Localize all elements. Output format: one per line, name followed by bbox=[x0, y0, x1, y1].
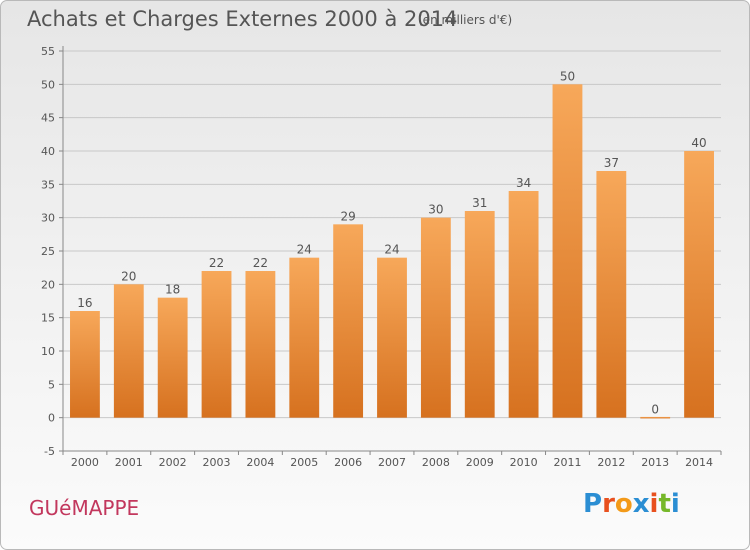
x-tick-label: 2012 bbox=[597, 456, 625, 469]
data-label: 50 bbox=[560, 69, 575, 83]
chart-subtitle: (en milliers d'€) bbox=[418, 13, 513, 27]
x-tick-label: 2014 bbox=[685, 456, 713, 469]
data-label: 16 bbox=[77, 296, 92, 310]
y-tick-label: 40 bbox=[41, 145, 55, 158]
proxiti-logo: Proxiti bbox=[583, 489, 680, 519]
x-tick-label: 2008 bbox=[422, 456, 450, 469]
y-tick-label: 55 bbox=[41, 45, 55, 58]
y-tick-label: 5 bbox=[48, 378, 55, 391]
x-tick-label: 2007 bbox=[378, 456, 406, 469]
bar-2009 bbox=[464, 211, 495, 418]
bar-2004 bbox=[245, 271, 276, 418]
data-label: 24 bbox=[297, 243, 312, 257]
data-labels: 16 20 18 22 22 24 29 24 30 31 34 50 37 0 40 bbox=[77, 69, 706, 416]
data-label: 18 bbox=[165, 283, 180, 297]
logo-letter: t bbox=[658, 489, 671, 519]
x-tick-label: 2000 bbox=[71, 456, 99, 469]
data-label: 30 bbox=[428, 203, 443, 217]
data-label: 34 bbox=[516, 176, 531, 190]
y-tick-label: 45 bbox=[41, 112, 55, 125]
logo-letter: r bbox=[602, 489, 615, 519]
bar-2000 bbox=[70, 311, 100, 418]
axes bbox=[62, 46, 721, 452]
data-label: 29 bbox=[340, 209, 355, 223]
bar-2006 bbox=[333, 224, 364, 418]
x-tick-label: 2004 bbox=[246, 456, 274, 469]
data-label: 37 bbox=[604, 156, 619, 170]
bar-2005 bbox=[289, 257, 320, 418]
bar-2012 bbox=[596, 171, 627, 418]
data-label: 40 bbox=[691, 136, 706, 150]
bar-2008 bbox=[420, 217, 451, 418]
data-label: 0 bbox=[651, 403, 659, 417]
data-label: 20 bbox=[121, 269, 136, 283]
y-tick-label: 35 bbox=[41, 178, 55, 191]
commune-name: GUéMAPPE bbox=[29, 496, 140, 520]
bar-2001 bbox=[113, 284, 144, 418]
y-tick-label: -5 bbox=[44, 445, 55, 458]
bar-2013 bbox=[640, 416, 671, 419]
logo-letter: o bbox=[614, 489, 633, 519]
bar-2003 bbox=[201, 271, 232, 418]
chart-title: Achats et Charges Externes 2000 à 2014 bbox=[27, 7, 458, 31]
bar-2007 bbox=[377, 257, 407, 418]
x-tick-label: 2011 bbox=[553, 456, 581, 469]
data-label: 22 bbox=[253, 256, 268, 270]
logo-letter: P bbox=[583, 489, 603, 519]
logo-letter: i bbox=[649, 489, 659, 519]
x-tick-label: 2013 bbox=[641, 456, 669, 469]
y-tick-label: 20 bbox=[41, 278, 55, 291]
logo-letter: i bbox=[670, 489, 680, 519]
x-tick-label: 2005 bbox=[290, 456, 318, 469]
x-tick-label: 2003 bbox=[203, 456, 231, 469]
x-tick-label: 2010 bbox=[510, 456, 538, 469]
y-tick-label: 25 bbox=[41, 245, 55, 258]
y-tick-label: 0 bbox=[48, 412, 55, 425]
y-tick-label: 15 bbox=[41, 312, 55, 325]
bar-2002 bbox=[157, 297, 188, 418]
bars bbox=[70, 84, 714, 419]
x-tick-label: 2002 bbox=[159, 456, 187, 469]
bar-2011 bbox=[552, 84, 583, 418]
y-axis-ticks: -5 0 5 10 15 20 25 30 35 40 45 50 55 bbox=[41, 45, 63, 458]
bar-2014 bbox=[684, 151, 714, 418]
x-tick-label: 2001 bbox=[115, 456, 143, 469]
y-tick-label: 50 bbox=[41, 78, 55, 91]
data-label: 24 bbox=[384, 243, 399, 257]
data-label: 31 bbox=[472, 196, 487, 210]
x-tick-label: 2009 bbox=[466, 456, 494, 469]
bar-2010 bbox=[508, 191, 539, 418]
x-axis-ticks: 2000 2001 2002 2003 2004 2005 2006 2007 2008 2009… bbox=[62, 451, 722, 469]
y-tick-label: 30 bbox=[41, 212, 55, 225]
data-label: 22 bbox=[209, 256, 224, 270]
logo-letter: x bbox=[632, 489, 650, 519]
y-tick-label: 10 bbox=[41, 345, 55, 358]
x-tick-label: 2006 bbox=[334, 456, 362, 469]
